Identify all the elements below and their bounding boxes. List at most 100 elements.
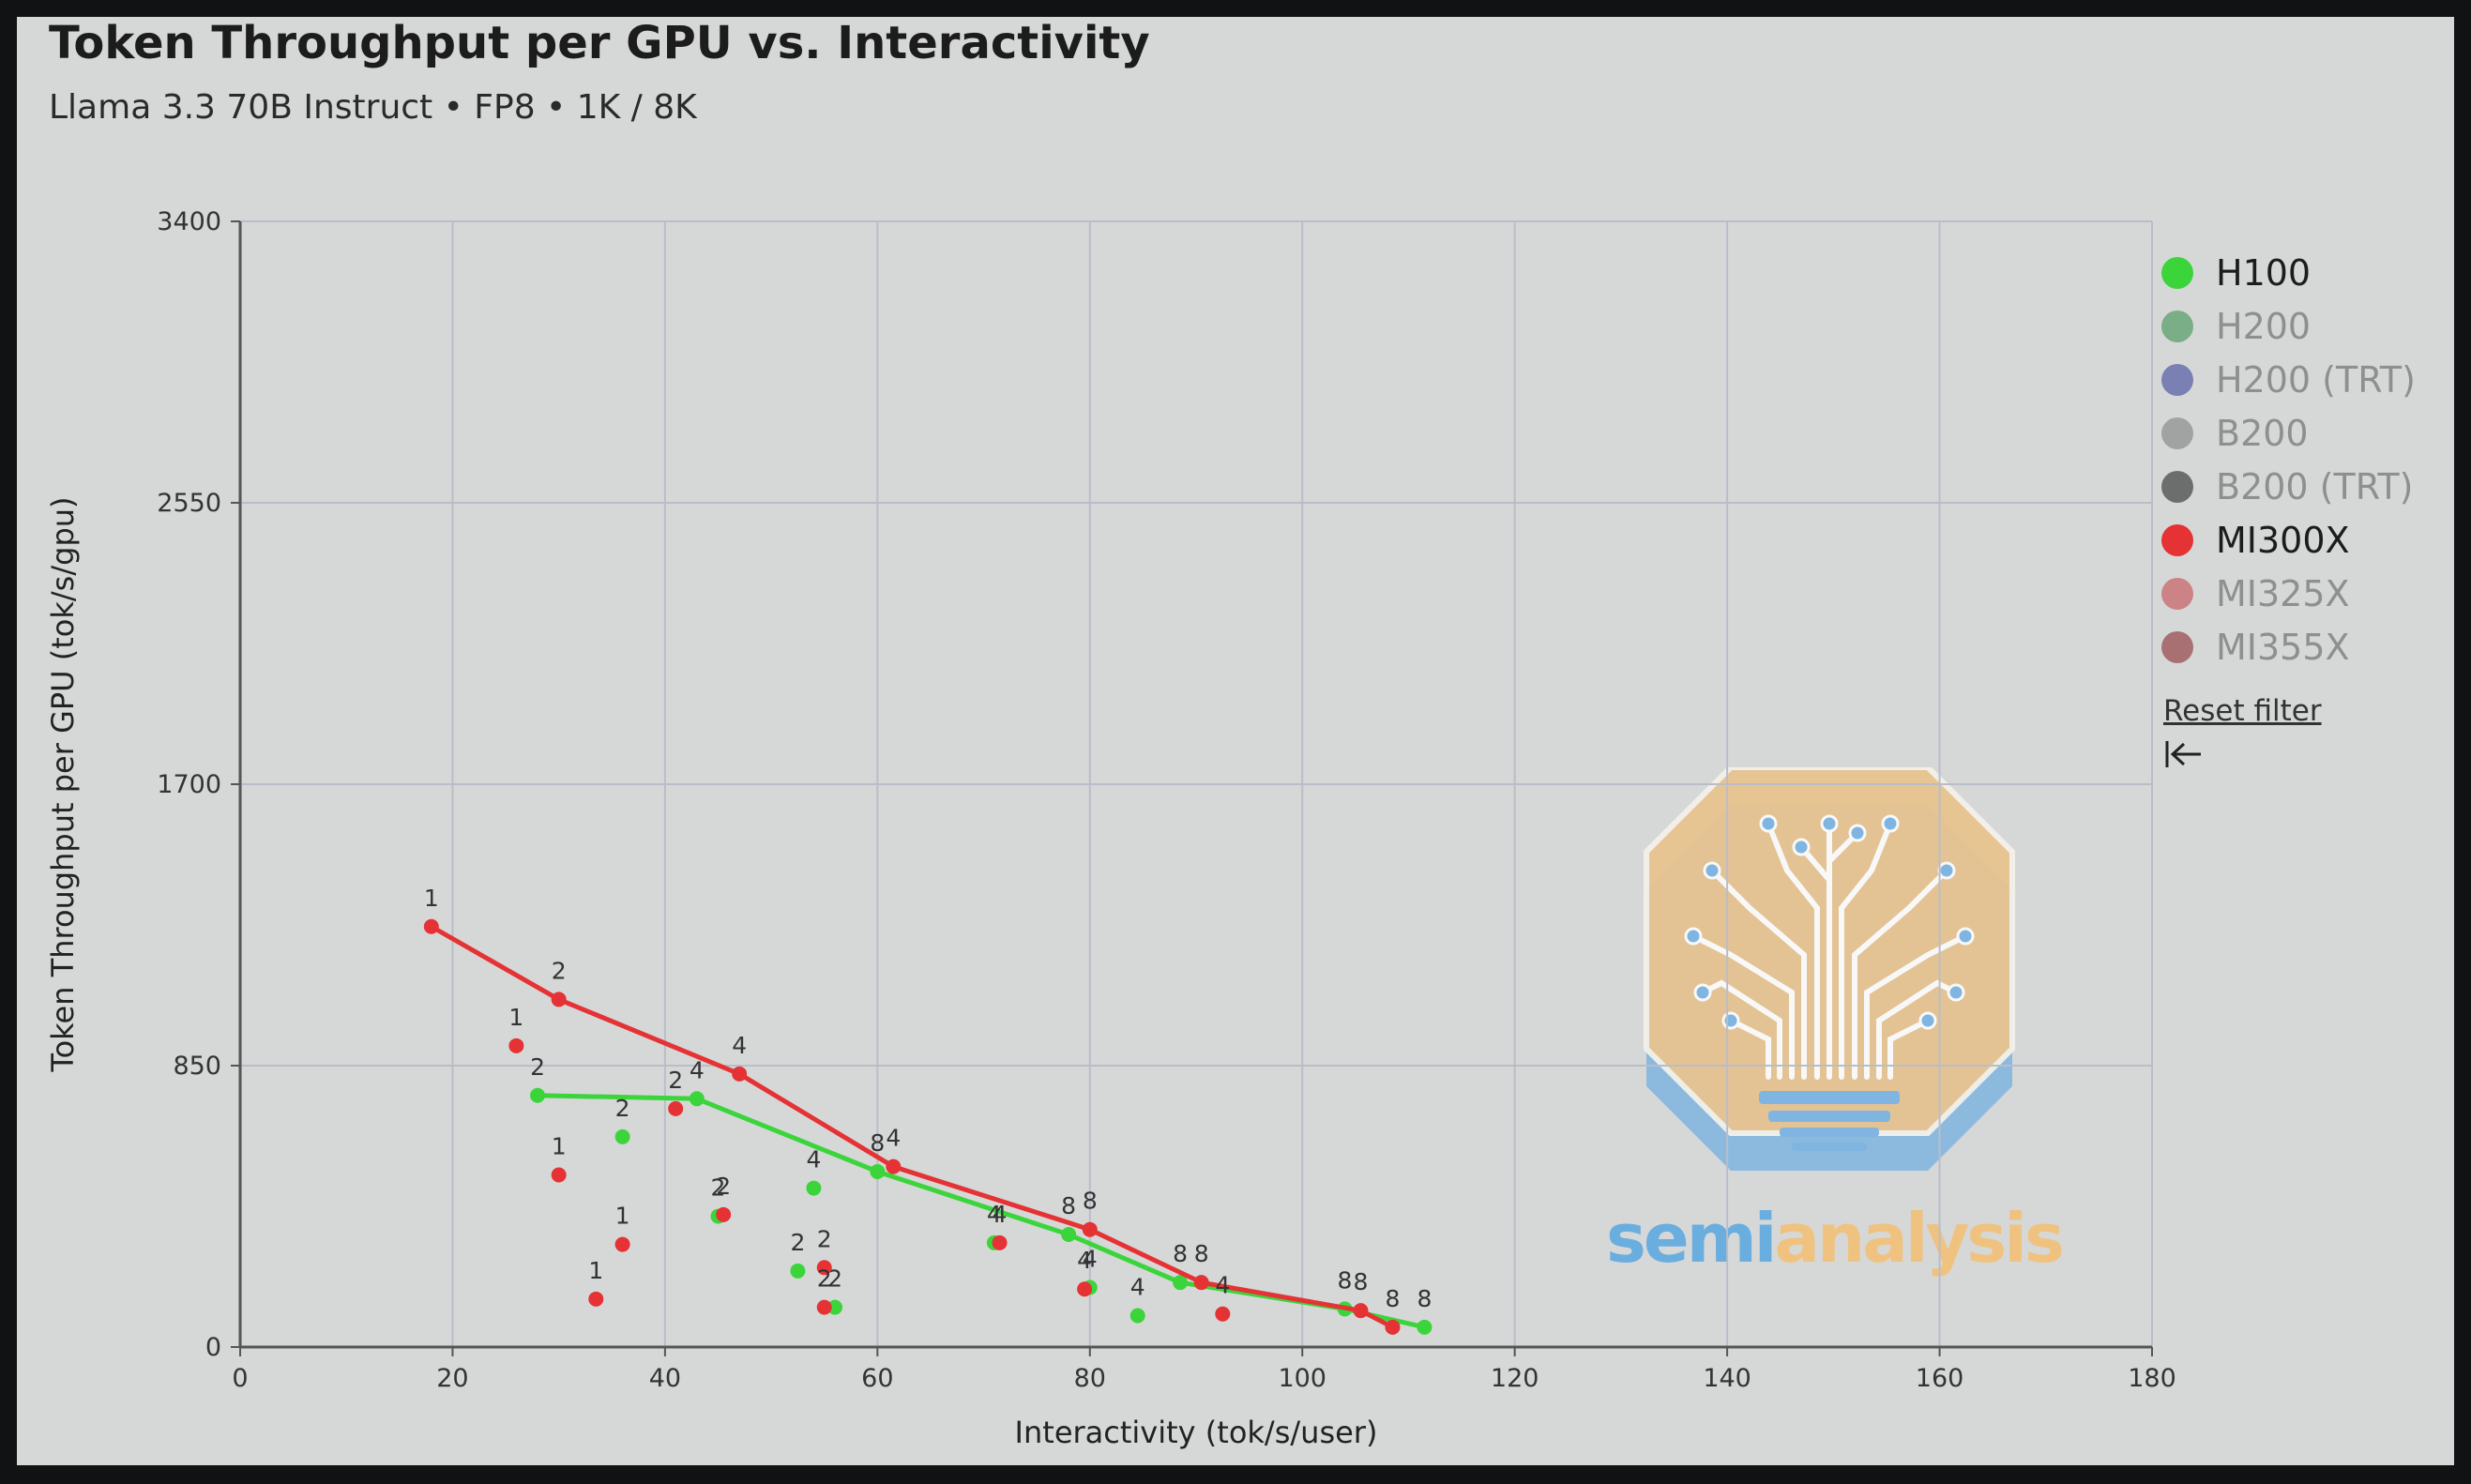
data-point-label: 4 (732, 1032, 747, 1059)
collapse-left-icon[interactable] (2163, 737, 2205, 771)
data-point-label: 4 (1077, 1247, 1092, 1274)
data-point[interactable] (1193, 1275, 1209, 1291)
data-point[interactable] (1215, 1306, 1231, 1322)
legend-label: MI325X (2216, 572, 2350, 614)
data-point-label: 2 (817, 1225, 832, 1252)
data-point-label: 2 (827, 1265, 842, 1293)
data-point[interactable] (870, 1163, 886, 1179)
data-point-label: 2 (716, 1173, 731, 1200)
data-point[interactable] (1385, 1319, 1401, 1335)
data-point-label: 2 (817, 1265, 832, 1293)
legend-item-h200[interactable]: H200 (2161, 299, 2416, 353)
y-tick-label: 1700 (157, 770, 221, 799)
legend-label: MI300X (2216, 519, 2350, 561)
data-point[interactable] (551, 992, 567, 1007)
x-tick-label: 40 (649, 1364, 681, 1393)
y-tick-label: 2550 (157, 489, 221, 518)
x-tick-label: 0 (232, 1364, 248, 1393)
data-point-label: 8 (1338, 1266, 1353, 1294)
data-point-label: 8 (870, 1129, 885, 1157)
data-point[interactable] (551, 1167, 567, 1183)
data-point-label: 4 (690, 1056, 705, 1083)
data-point[interactable] (806, 1180, 822, 1196)
data-point-label: 8 (1417, 1285, 1432, 1312)
data-point[interactable] (790, 1263, 806, 1279)
data-point-label: 2 (530, 1053, 545, 1081)
legend-dot-icon (2161, 310, 2193, 342)
data-point-label: 2 (552, 957, 567, 984)
semianalysis-logo-icon (1644, 767, 2015, 1171)
x-tick-label: 120 (1491, 1364, 1539, 1393)
legend-item-mi355x[interactable]: MI355X (2161, 620, 2416, 674)
data-point[interactable] (1077, 1281, 1093, 1297)
legend-label: MI355X (2216, 626, 2350, 668)
legend-dot-icon (2161, 416, 2193, 449)
data-point-label: 4 (1083, 1245, 1098, 1272)
legend-label: H200 (2216, 305, 2312, 347)
x-tick-label: 140 (1703, 1364, 1751, 1393)
axis-layer: 0 20 40 60 80 100 120 140 160 180 0 850 1700 2550 3400 (157, 207, 2175, 1393)
legend-item-b200-trt[interactable]: B200 (TRT) (2161, 460, 2416, 513)
x-tick-label: 100 (1278, 1364, 1326, 1393)
legend-label: H100 (2216, 251, 2312, 294)
data-point[interactable] (732, 1066, 748, 1082)
data-point-label: 1 (552, 1132, 567, 1159)
data-point[interactable] (668, 1100, 684, 1116)
frontier-line (537, 1093, 1425, 1330)
data-point-label: 2 (711, 1174, 726, 1202)
y-tick-label: 0 (205, 1333, 221, 1362)
x-tick-label: 180 (2128, 1364, 2176, 1393)
legend-item-mi300x[interactable]: MI300X (2161, 513, 2416, 567)
data-point-label: 4 (1130, 1273, 1145, 1300)
data-point[interactable] (1353, 1303, 1369, 1319)
legend-item-mi325x[interactable]: MI325X (2161, 567, 2416, 620)
data-point[interactable] (816, 1260, 832, 1276)
legend-item-h200-trt[interactable]: H200 (TRT) (2161, 353, 2416, 406)
data-point[interactable] (423, 918, 439, 934)
data-point[interactable] (614, 1128, 630, 1144)
data-point[interactable] (992, 1234, 1008, 1250)
legend-label: B200 (TRT) (2216, 465, 2414, 507)
data-point[interactable] (530, 1087, 546, 1103)
x-tick-label: 80 (1074, 1364, 1106, 1393)
data-point[interactable] (827, 1299, 843, 1315)
data-point[interactable] (716, 1206, 732, 1222)
data-point-label: 1 (424, 885, 439, 912)
x-tick-label: 160 (1916, 1364, 1964, 1393)
watermark-text-part1: semi (1606, 1199, 1777, 1278)
data-point[interactable] (1129, 1308, 1145, 1324)
data-point-label: 4 (987, 1201, 1002, 1228)
data-point-label: 2 (790, 1229, 805, 1256)
data-point[interactable] (886, 1158, 902, 1174)
data-point-label: 1 (615, 1203, 630, 1230)
reset-filter-link[interactable]: Reset filter (2163, 694, 2322, 728)
watermark-text: semianalysis (1606, 1199, 2065, 1278)
data-point[interactable] (1082, 1221, 1098, 1237)
legend-item-h100[interactable]: H100 (2161, 246, 2416, 299)
frontier-line (430, 924, 1394, 1330)
x-tick-label: 60 (861, 1364, 893, 1393)
data-point[interactable] (588, 1291, 604, 1307)
data-point-label: 8 (1061, 1192, 1076, 1219)
data-point[interactable] (1417, 1319, 1433, 1335)
data-point-label: 8 (1173, 1240, 1188, 1267)
data-point-label: 2 (668, 1067, 683, 1094)
legend-item-b200[interactable]: B200 (2161, 406, 2416, 460)
data-point[interactable] (689, 1091, 705, 1107)
chart-subtitle: Llama 3.3 70B Instruct • FP8 • 1K / 8K (49, 88, 697, 127)
data-point[interactable] (816, 1299, 832, 1315)
data-point-label: 4 (1215, 1272, 1230, 1299)
data-point-label: 1 (588, 1257, 603, 1284)
data-point[interactable] (1173, 1275, 1189, 1291)
data-point[interactable] (1061, 1227, 1077, 1242)
data-point[interactable] (614, 1236, 630, 1252)
x-axis-title: Interactivity (tok/s/user) (1015, 1415, 1378, 1450)
y-tick-label: 850 (173, 1052, 221, 1081)
data-point[interactable] (508, 1037, 524, 1053)
legend-dot-icon (2161, 630, 2193, 663)
data-point-label: 8 (1083, 1188, 1098, 1215)
legend: H100 H200 H200 (TRT) B200 B200 (TRT) MI300X MI… (2161, 246, 2416, 674)
